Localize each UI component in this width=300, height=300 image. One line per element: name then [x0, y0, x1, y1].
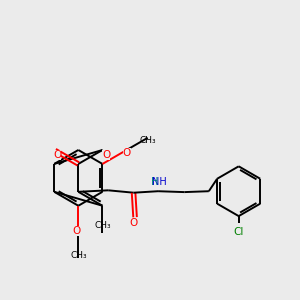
Text: H: H [151, 177, 158, 187]
Text: O: O [123, 148, 131, 158]
Text: O: O [73, 226, 81, 236]
Text: Cl: Cl [233, 226, 244, 237]
Text: CH₃: CH₃ [140, 136, 156, 145]
Text: CH₃: CH₃ [94, 220, 111, 230]
Text: O: O [130, 218, 138, 228]
Text: NH: NH [152, 177, 166, 187]
Text: O: O [53, 150, 61, 160]
Text: O: O [102, 150, 110, 161]
Text: CH₃: CH₃ [70, 251, 87, 260]
